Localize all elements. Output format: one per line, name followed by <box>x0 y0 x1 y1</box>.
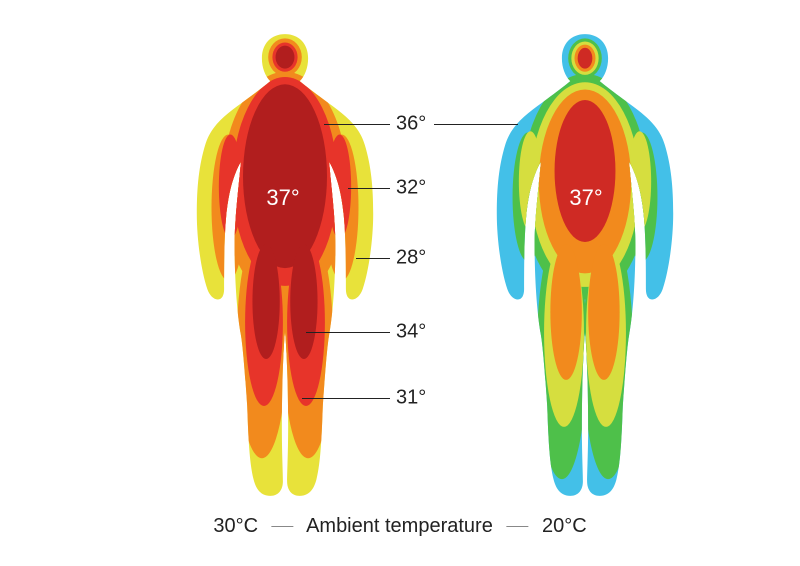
ambient-right: 20°C <box>542 515 587 537</box>
leader-left-3 <box>306 332 390 333</box>
leader-left-1 <box>348 188 390 189</box>
temp-callout-0: 36° <box>396 113 426 136</box>
ambient-left: 30°C <box>213 515 258 537</box>
temp-callout-3: 34° <box>396 321 426 344</box>
temp-callout-2: 28° <box>396 247 426 270</box>
leader-left-2 <box>356 258 390 259</box>
figure-warm <box>180 30 390 500</box>
temp-callout-4: 31° <box>396 387 426 410</box>
temp-callout-1: 32° <box>396 177 426 200</box>
figure-cool <box>480 30 690 500</box>
leader-right-0 <box>434 124 518 125</box>
core-temp-warm: 37° <box>266 185 299 211</box>
diagram-stage: 37° 37° 30°C Ambient temperature 20°C 36… <box>0 0 800 566</box>
leader-left-0 <box>324 124 390 125</box>
dash-icon <box>272 526 294 527</box>
leader-left-4 <box>302 398 390 399</box>
ambient-center: Ambient temperature <box>306 515 493 537</box>
core-temp-cool: 37° <box>569 185 602 211</box>
ambient-caption: 30°C Ambient temperature 20°C <box>213 515 586 538</box>
dash-icon <box>506 526 528 527</box>
